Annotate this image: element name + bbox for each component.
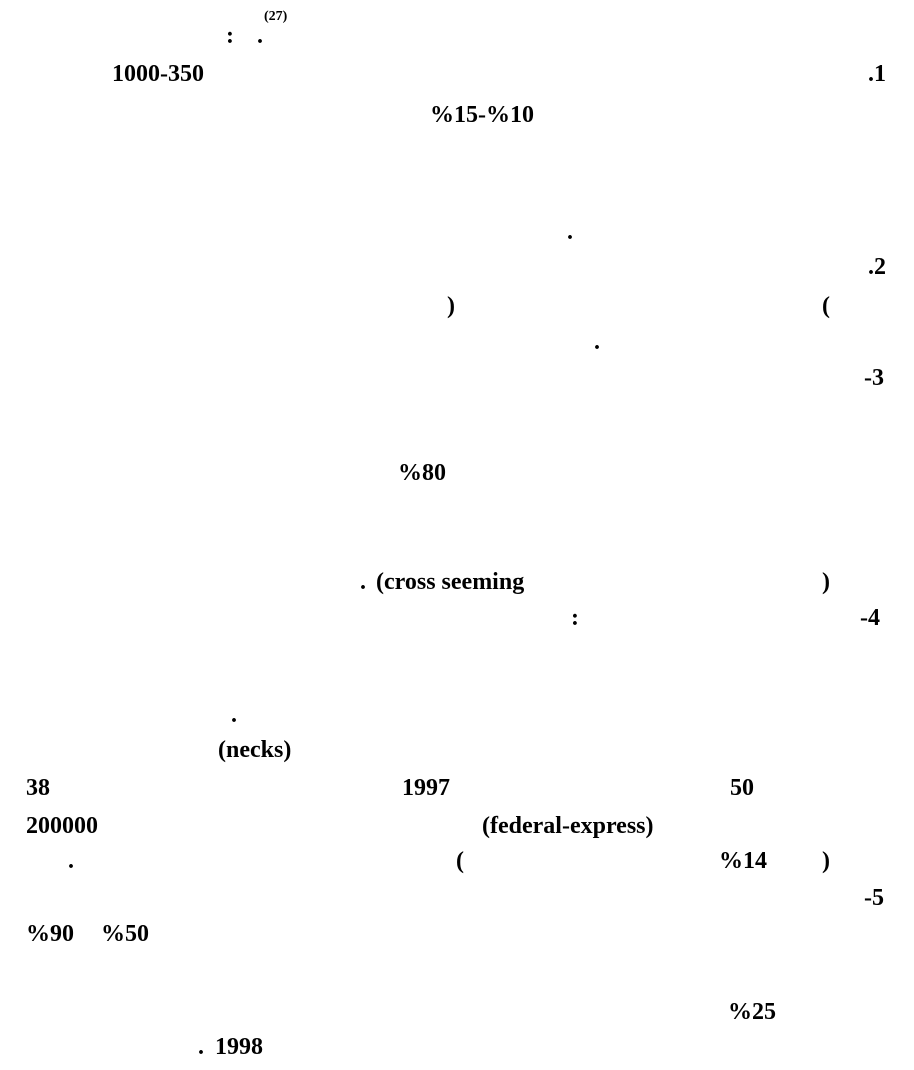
number-value: 200000 <box>26 813 98 839</box>
number-value: 50 <box>730 775 754 801</box>
colon: : <box>226 23 234 49</box>
english-term: (cross seeming <box>376 569 525 595</box>
list-number-5: -5 <box>864 885 884 911</box>
parenthesis: ) <box>447 293 455 319</box>
parenthesis: ( <box>822 293 830 319</box>
period: . <box>68 848 74 874</box>
list-number-1: .1 <box>868 61 886 87</box>
percentage-value: %80 <box>398 460 446 486</box>
period: . <box>198 1034 204 1060</box>
period: . <box>257 23 263 49</box>
percentage-range: %15-%10 <box>430 102 534 128</box>
parenthesis: ( <box>456 848 464 874</box>
list-number-4: -4 <box>860 605 880 631</box>
year-value: 1997 <box>402 775 450 801</box>
list-number-2: .2 <box>868 254 886 280</box>
percentage-value: %90 <box>26 921 74 947</box>
footnote-reference: (27) <box>264 9 288 24</box>
list-number-3: -3 <box>864 365 884 391</box>
range-value: 1000-350 <box>112 61 204 87</box>
period: . <box>231 702 237 728</box>
english-term: (federal-express) <box>482 813 654 839</box>
parenthesis: ) <box>822 848 830 874</box>
year-value: 1998 <box>215 1034 263 1060</box>
percentage-value: %14 <box>719 848 767 874</box>
english-term: (necks) <box>218 737 292 763</box>
number-value: 38 <box>26 775 50 801</box>
percentage-value: %25 <box>728 999 776 1025</box>
period: . <box>567 219 573 245</box>
percentage-value: %50 <box>101 921 149 947</box>
colon: : <box>571 605 579 631</box>
period: . <box>594 329 600 355</box>
period: . <box>360 569 366 595</box>
parenthesis: ) <box>822 569 830 595</box>
